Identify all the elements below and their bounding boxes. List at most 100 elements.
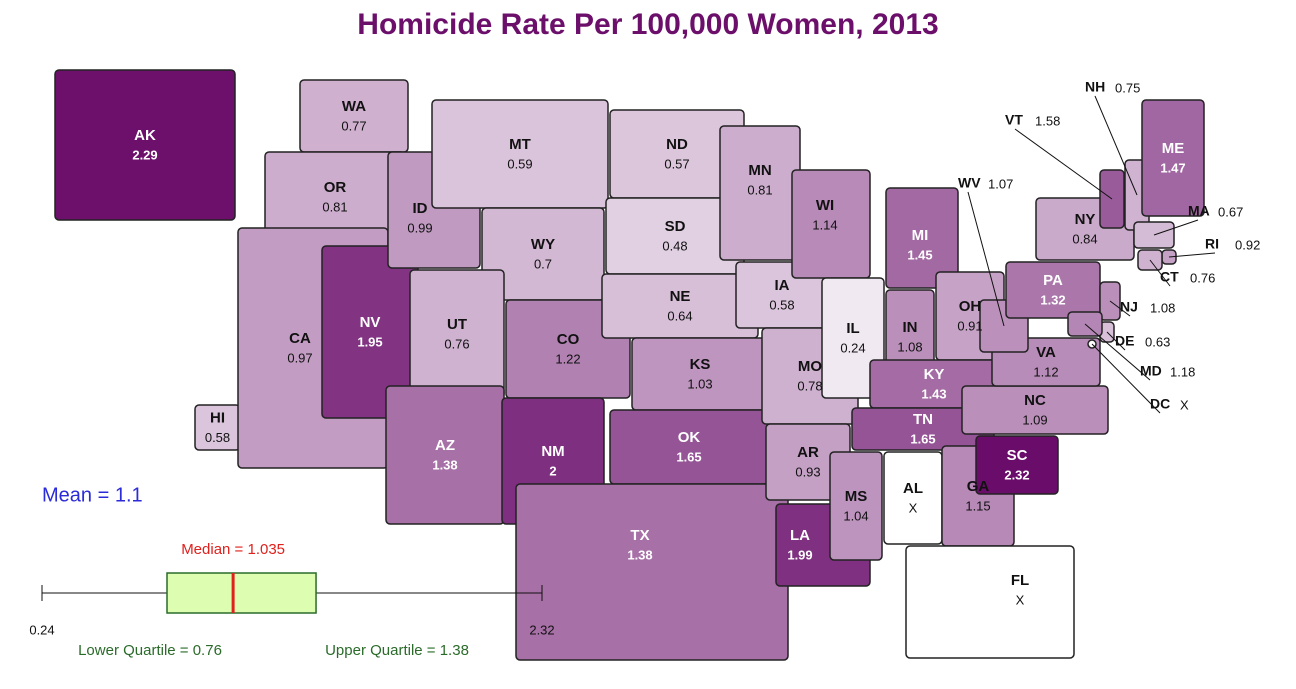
state-value: 1.43 [921,386,946,401]
state-value: 1.22 [555,351,580,366]
state-value: 1.04 [843,508,868,523]
state-shape [905,545,1075,659]
state-value: 2 [549,463,556,478]
state-abbr: ME [1162,140,1185,157]
state-abbr: MN [748,162,771,179]
state-value: 0.81 [322,199,347,214]
state-shape [299,79,409,153]
leader-line [1084,323,1151,381]
state-value: 1.07 [988,176,1013,191]
state-value: 1.58 [1035,113,1060,128]
leader-line [1094,95,1138,196]
state-value: 0.78 [797,378,822,393]
state-value: 0.99 [407,220,432,235]
state-abbr: SC [1007,447,1028,464]
leader-line [1153,219,1199,236]
state-abbr: VT [1005,112,1023,128]
state-abbr: OR [324,179,347,196]
state-abbr: OK [678,429,701,446]
state-value: 0.81 [747,182,772,197]
leader-line [1149,259,1171,287]
state-value: 0.92 [1235,237,1260,252]
state-value: 1.65 [676,449,701,464]
state-value: 0.58 [769,297,794,312]
leader-line [967,191,1005,327]
state-abbr: IN [903,319,918,336]
state-value: 0.48 [662,238,687,253]
state-shape [1141,99,1205,217]
state-abbr: AL [903,480,923,497]
state-value: 1.45 [907,247,932,262]
box [166,572,317,614]
state-value: 2.32 [1004,467,1029,482]
state-abbr: NV [360,314,381,331]
q3-label: Upper Quartile = 1.38 [325,642,469,659]
state-value: 0.58 [205,430,230,445]
state-abbr: WV [958,175,981,191]
state-abbr: DC [1150,396,1170,412]
state-value: 1.47 [1160,160,1185,175]
state-shape [975,435,1059,495]
state-abbr: NY [1075,211,1096,228]
state-value: 1.08 [897,339,922,354]
state-abbr: CO [557,331,580,348]
state-abbr: MO [798,358,822,375]
state-abbr: GA [967,478,990,495]
state-value: 2.29 [132,147,157,162]
q1-label: Lower Quartile = 0.76 [78,642,222,659]
state-value: X [1180,397,1189,412]
state-shape [829,451,883,561]
state-abbr: UT [447,316,467,333]
min-label: 0.24 [29,622,54,637]
state-abbr: CA [289,330,311,347]
state-abbr: TX [630,527,649,544]
leader-line [1014,128,1113,200]
state-abbr: AZ [435,437,455,454]
state-value: X [909,500,918,515]
state-value: 1.38 [627,547,652,562]
state-shape [385,385,505,525]
state-abbr: MT [509,136,531,153]
state-value: 0.97 [287,350,312,365]
state-value: 0.7 [534,256,552,271]
state-abbr: NC [1024,392,1046,409]
state-shape [1005,261,1101,319]
state-value: 1.08 [1150,300,1175,315]
state-value: 1.03 [687,376,712,391]
leader-line [1091,343,1161,414]
state-abbr: VA [1036,344,1056,361]
chart-title: Homicide Rate Per 100,000 Women, 2013 [357,8,938,41]
state-abbr: NE [670,288,691,305]
median-label: Median = 1.035 [181,541,285,558]
state-value: 0.84 [1072,231,1097,246]
state-abbr: AK [134,127,156,144]
state-value: 0.63 [1145,334,1170,349]
state-abbr: CT [1160,269,1179,285]
state-value: 1.09 [1022,412,1047,427]
state-shape [631,337,769,411]
state-value: 1.15 [965,498,990,513]
state-shape [885,187,959,289]
state-shape [601,273,759,339]
state-abbr: ND [666,136,688,153]
leader-line [1168,252,1216,258]
state-value: 0.67 [1218,204,1243,219]
state-abbr: KS [690,356,711,373]
state-value: 0.57 [664,156,689,171]
state-abbr: WI [816,197,834,214]
state-value: 1.65 [910,431,935,446]
state-abbr: IA [775,277,790,294]
state-abbr: TN [913,411,933,428]
state-value: 0.75 [1115,80,1140,95]
state-abbr: MD [1140,363,1162,379]
state-abbr: MS [845,488,868,505]
state-abbr: FL [1011,572,1029,589]
state-abbr: OH [959,298,982,315]
state-abbr: AR [797,444,819,461]
leader-line [1106,331,1126,351]
state-value: 0.76 [444,336,469,351]
state-value: 1.12 [1033,364,1058,379]
state-shape [54,69,236,221]
state-shape [883,451,943,545]
